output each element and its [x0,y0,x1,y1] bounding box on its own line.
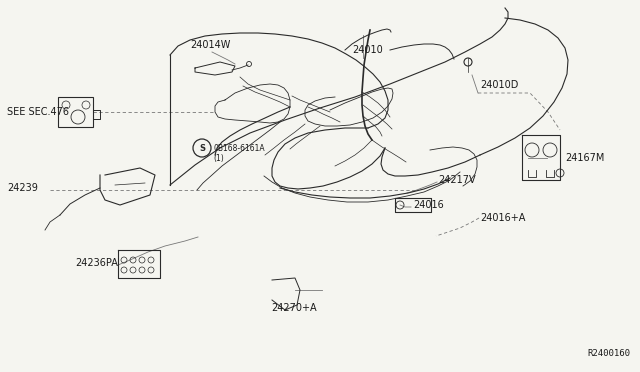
Text: 24236PA: 24236PA [75,258,118,268]
Text: 0B168-6161A: 0B168-6161A [213,144,264,153]
Text: 24217V: 24217V [438,175,476,185]
Text: SEE SEC.476: SEE SEC.476 [7,107,69,117]
Text: 24014W: 24014W [190,40,230,50]
Text: R2400160: R2400160 [587,349,630,358]
Text: 24239: 24239 [7,183,38,193]
Text: 24010D: 24010D [480,80,518,90]
Text: 24270+A: 24270+A [271,303,317,313]
Text: 24167M: 24167M [565,153,604,163]
Text: 24016+A: 24016+A [480,213,525,223]
Text: S: S [199,144,205,153]
Text: 24016: 24016 [413,200,444,210]
Text: (1): (1) [213,154,224,163]
Text: 24010: 24010 [352,45,383,55]
